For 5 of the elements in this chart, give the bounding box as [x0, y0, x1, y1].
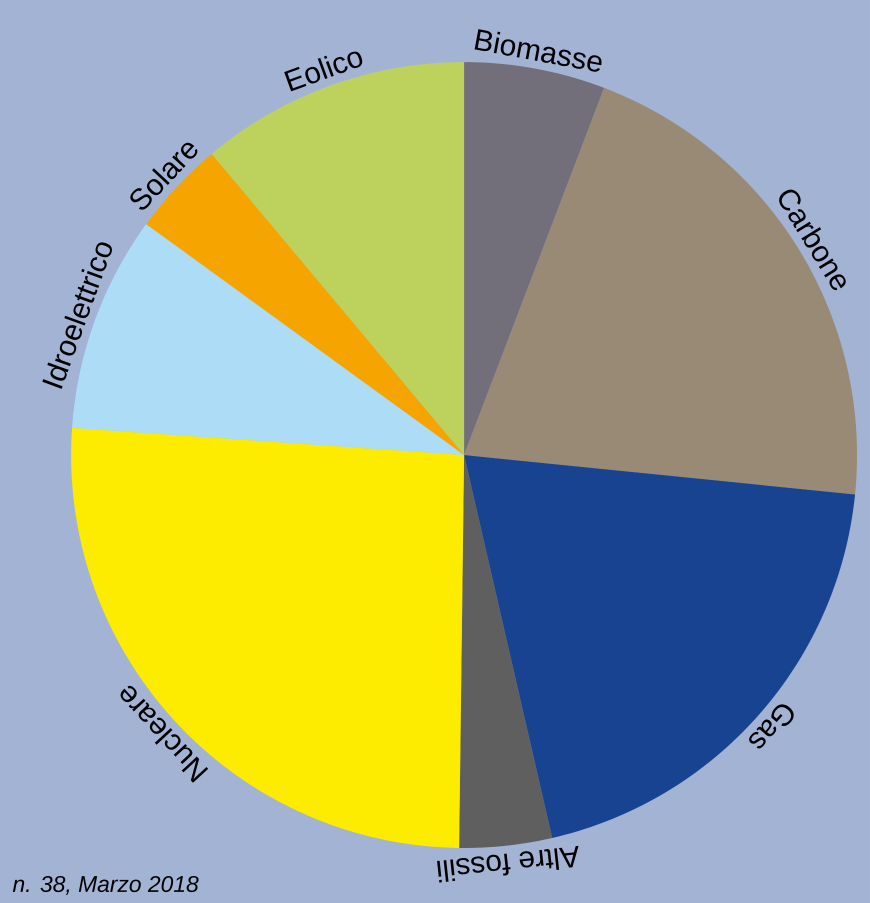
slice-label: Altre fossili [437, 846, 579, 883]
slice-label: Gas [749, 704, 794, 748]
slice-label: Biomasse [474, 29, 602, 72]
text: n. 38, Marzo 2018 [12, 876, 199, 895]
slice-label: Eolico [284, 52, 362, 92]
